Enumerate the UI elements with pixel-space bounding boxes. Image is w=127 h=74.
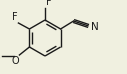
Text: N: N (91, 22, 98, 32)
Text: O: O (11, 56, 19, 65)
Text: CH₃: CH₃ (0, 52, 1, 61)
Text: F: F (46, 0, 52, 7)
Text: F: F (12, 12, 17, 22)
